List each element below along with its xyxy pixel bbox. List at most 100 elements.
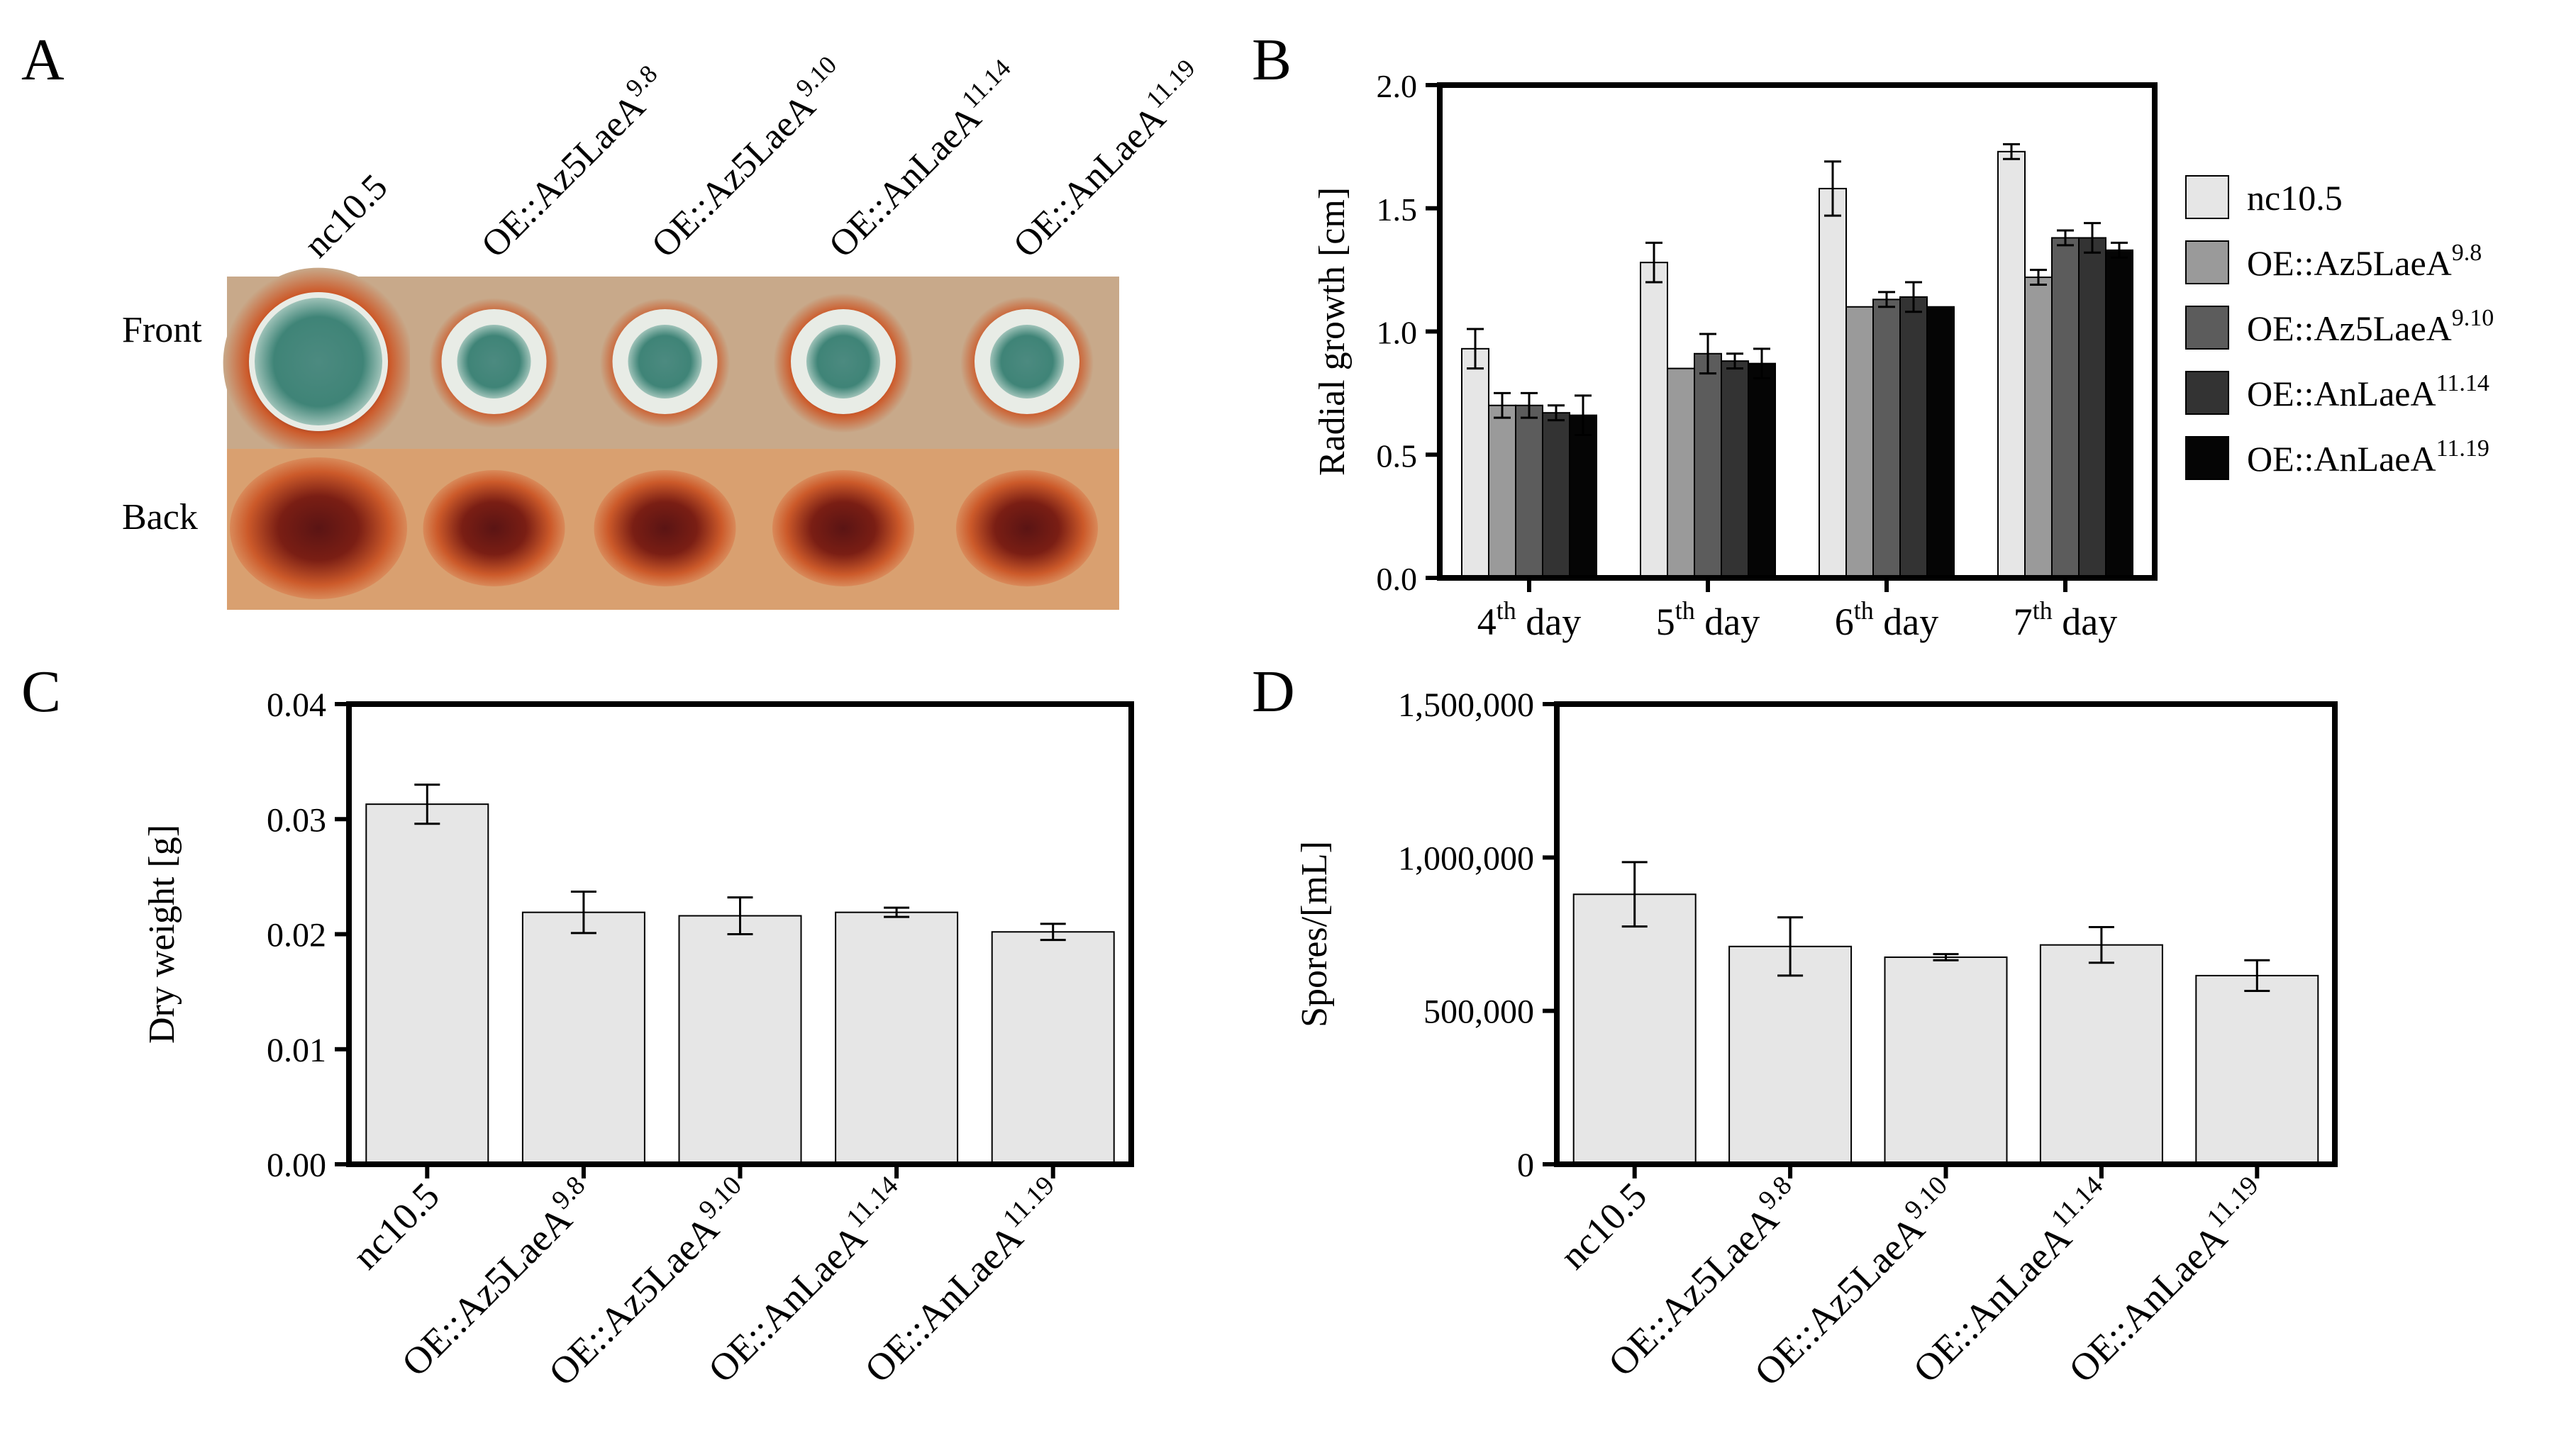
colony-center [990, 325, 1064, 398]
strain-label-text: OE::Az5LaeA9.8 [470, 60, 676, 266]
bar [1899, 296, 1928, 579]
x-tick-label: 4th day [1477, 596, 1581, 643]
bar [1640, 262, 1668, 579]
bar [2105, 249, 2133, 579]
bar [2078, 237, 2106, 579]
bar [678, 915, 802, 1166]
x-tick-label: nc10.5 [344, 1174, 447, 1277]
legend-b: nc10.5OE::Az5LaeA9.8OE::Az5LaeA9.10OE::A… [2185, 175, 2494, 480]
plot-frame-b [1437, 82, 2158, 581]
y-tick-label: 0.01 [267, 1032, 326, 1069]
pigment-back [772, 470, 914, 586]
bars-c [365, 784, 1115, 1166]
pigment-back [594, 470, 736, 586]
bar [1721, 360, 1749, 579]
bar [1542, 412, 1570, 579]
legend-swatch [2185, 175, 2229, 219]
bar [1884, 956, 2008, 1165]
legend-label: OE::AnLaeA11.19 [2247, 435, 2489, 479]
plot-frame-c [346, 701, 1134, 1167]
legend-swatch [2185, 436, 2229, 480]
x-tick-label-text: nc10.5 [344, 1174, 447, 1277]
y-axis-title: Radial growth [cm] [1312, 187, 1353, 476]
colony-center [457, 325, 531, 398]
y-tick-label: 0.5 [1377, 437, 1418, 474]
y-tick-label: 0.02 [267, 917, 326, 954]
legend-label: nc10.5 [2247, 178, 2343, 218]
y-axis-D: 0 500,000 1,000,000 1,500,000 Spores/[mL] [1294, 686, 1557, 1184]
panel-letter-c: C [21, 659, 61, 725]
y-axis-title: Dry weight [g] [142, 825, 182, 1044]
strain-label-text: OE::Az5LaeA9.10 [640, 50, 855, 265]
panel-letter-d: D [1252, 659, 1295, 725]
legend-label: OE::Az5LaeA9.8 [2247, 240, 2482, 283]
y-tick-label: 1,000,000 [1398, 840, 1534, 877]
bar [1488, 404, 1516, 579]
legend-swatch [2185, 371, 2229, 415]
y-tick-label: 500,000 [1423, 993, 1534, 1031]
bar [2051, 237, 2080, 579]
y-tick-label: 1.0 [1377, 315, 1418, 351]
strain-label: nc10.5 [296, 167, 395, 265]
strain-label: OE::AnLaeA11.14 [817, 54, 1029, 266]
pigment-back [230, 457, 407, 599]
y-tick-label: 2.0 [1377, 68, 1418, 104]
bar [1926, 306, 1955, 579]
strain-label-text: OE::AnLaeA11.19 [1001, 54, 1214, 266]
pigment-back [423, 470, 565, 586]
strain-label: OE::Az5LaeA9.10 [640, 50, 855, 265]
bar [835, 911, 959, 1165]
y-axis-title: Spores/[mL] [1294, 841, 1335, 1027]
colony-center [628, 325, 702, 398]
bar [365, 803, 489, 1165]
strain-label: OE::AnLaeA11.19 [1001, 54, 1214, 266]
y-tick-label: 1.5 [1377, 191, 1418, 228]
colony-center [806, 325, 880, 398]
bar [1748, 362, 1776, 579]
bar [1572, 893, 1697, 1165]
x-tick-label: 7th day [2014, 596, 2117, 643]
bar [1997, 150, 2026, 579]
bars-d [1572, 861, 2319, 1166]
panel-letter-a: A [21, 27, 65, 93]
x-tick-label: nc10.5 [1552, 1174, 1655, 1277]
x-tick-label-text: nc10.5 [1552, 1174, 1655, 1277]
bar [1461, 347, 1489, 579]
y-axis-C: 0.00 0.01 0.02 0.03 0.04 Dry weight [g] [142, 686, 349, 1184]
x-tick-label: 6th day [1835, 596, 1938, 643]
y-tick-label: 0.00 [267, 1147, 326, 1184]
bar [1667, 367, 1695, 579]
bar [521, 911, 645, 1165]
bar [1515, 404, 1543, 579]
legend-swatch [2185, 306, 2229, 350]
bar [991, 931, 1115, 1165]
y-tick-label: 0.03 [267, 801, 326, 839]
bar [1872, 299, 1901, 579]
bar [1694, 352, 1722, 579]
panel-letter-b: B [1252, 27, 1292, 93]
y-tick-label: 0 [1517, 1147, 1534, 1184]
bars-b [1461, 143, 2133, 579]
y-tick-label: 0.04 [267, 686, 326, 724]
bar [1845, 306, 1874, 579]
bar [2024, 277, 2053, 579]
strain-label-text: nc10.5 [296, 167, 395, 265]
bar [1569, 414, 1597, 579]
row-label-back: Back [122, 497, 198, 537]
plot-frame-d [1554, 701, 2338, 1167]
y-tick-label: 1,500,000 [1398, 686, 1534, 724]
bar [1728, 945, 1853, 1165]
panel-a-photo [223, 267, 1119, 610]
bar [2195, 974, 2319, 1166]
bar [2039, 944, 2163, 1165]
legend-label: OE::AnLaeA11.14 [2247, 370, 2489, 413]
strain-label-text: OE::AnLaeA11.14 [817, 54, 1029, 266]
strain-label: OE::Az5LaeA9.8 [470, 60, 676, 266]
legend-label: OE::Az5LaeA9.10 [2247, 305, 2494, 348]
bar [1819, 187, 1847, 579]
legend-swatch [2185, 240, 2229, 284]
colony-center [255, 298, 382, 425]
x-tick-label: 5th day [1656, 596, 1760, 643]
row-label-front: Front [122, 310, 202, 350]
